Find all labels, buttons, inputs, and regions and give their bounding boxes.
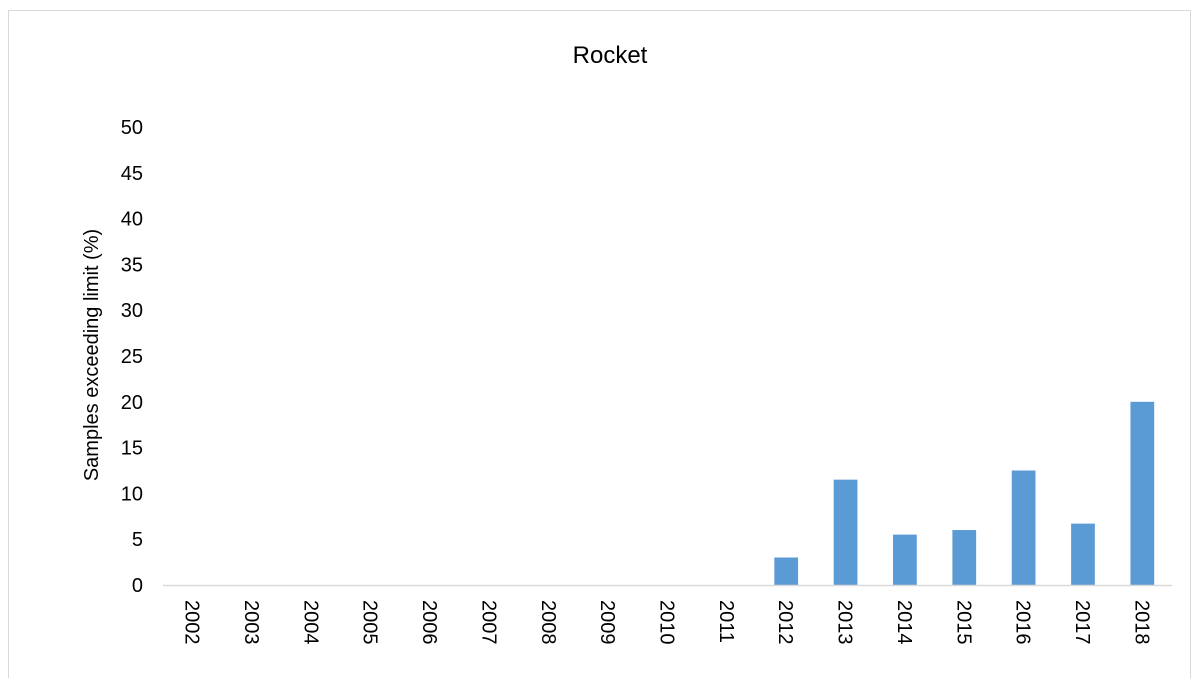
y-tick-label: 5	[132, 529, 143, 551]
x-tick-label: 2015	[952, 600, 974, 645]
bar-2014	[893, 534, 917, 585]
x-tick-label: 2005	[359, 600, 381, 645]
bar-2013	[833, 479, 858, 585]
bar-2016	[1011, 470, 1036, 585]
y-axis-label: Samples exceeding limit (%)	[81, 229, 103, 481]
bar-2018	[1130, 401, 1155, 585]
bar-2017	[1071, 523, 1095, 585]
x-tick-label: 2016	[1012, 600, 1034, 645]
x-tick-label: 2011	[715, 600, 737, 643]
y-axis-ticks: 0 5 10 15 20 25 30 35 40 45 50	[121, 117, 143, 597]
bar-2015	[952, 530, 977, 585]
y-tick-label: 30	[121, 300, 143, 322]
chart-title: Rocket	[573, 42, 648, 69]
x-tick-label: 2004	[299, 600, 321, 645]
bar-2012	[774, 557, 799, 585]
chart-frame	[8, 10, 1191, 678]
x-axis-ticks: 2002 2003 2004 2005 2006 2007 2008 2009 2010 2011…	[181, 600, 1153, 645]
y-tick-label: 10	[121, 483, 143, 505]
x-tick-label: 2012	[774, 600, 796, 645]
x-tick-label: 2017	[1071, 600, 1093, 645]
x-tick-label: 2009	[596, 600, 618, 645]
x-tick-label: 2007	[477, 600, 499, 645]
x-tick-label: 2014	[893, 600, 915, 645]
x-tick-label: 2003	[240, 600, 262, 645]
y-tick-label: 35	[121, 254, 143, 276]
x-tick-label: 2008	[537, 600, 559, 645]
y-tick-label: 20	[121, 392, 143, 414]
x-tick-label: 2018	[1130, 600, 1152, 645]
y-tick-label: 0	[132, 575, 143, 597]
x-tick-label: 2010	[656, 600, 678, 645]
x-tick-label: 2006	[418, 600, 440, 645]
y-tick-label: 15	[121, 438, 143, 460]
y-tick-label: 50	[121, 117, 143, 139]
x-tick-label: 2013	[834, 600, 856, 645]
y-tick-label: 40	[121, 209, 143, 231]
y-tick-label: 45	[121, 163, 143, 185]
bars	[774, 401, 1155, 585]
x-tick-label: 2002	[181, 600, 203, 645]
y-tick-label: 25	[121, 346, 143, 368]
